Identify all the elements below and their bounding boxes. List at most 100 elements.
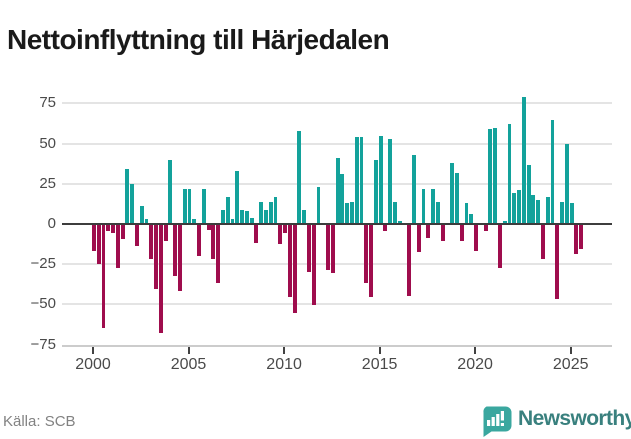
bar-2007-q1 [225, 196, 230, 224]
bar-2017-q4 [431, 188, 436, 224]
bar-2021-q1 [493, 127, 498, 224]
y-tick-label-0: 0 [47, 215, 56, 232]
bar-2021-q3 [502, 220, 507, 224]
bar-2021-q2 [498, 225, 502, 269]
bar-2016-q3 [407, 225, 412, 296]
x-tick-label-2015: 2015 [361, 356, 398, 373]
bar-2003-q2 [154, 225, 158, 290]
bar-2009-q4 [278, 225, 283, 245]
bar-2007-q2 [230, 219, 235, 224]
bar-2023-q1 [531, 195, 536, 224]
bar-2018-q2 [440, 225, 445, 242]
bar-2011-q4 [316, 187, 321, 224]
bar-2003-q1 [149, 225, 154, 259]
bar-2009-q1 [263, 209, 268, 224]
x-tick-2020 [474, 347, 477, 354]
bar-2009-q3 [273, 196, 278, 224]
y-tick-label-75: 75 [39, 94, 56, 112]
bar-2021-q4 [507, 124, 512, 224]
bar-2019-q3 [464, 203, 469, 224]
bar-2006-q4 [220, 209, 225, 224]
bar-2014-q1 [359, 137, 364, 224]
y-tick-label--25: −25 [30, 255, 56, 273]
bar-2015-q1 [378, 135, 383, 224]
bar-2017-q2 [421, 188, 426, 224]
bar-2018-q4 [450, 162, 455, 224]
chart-title: Nettoinflyttning till Härjedalen [7, 23, 390, 55]
gridline--25 [62, 263, 612, 266]
x-tick-label-2025: 2025 [552, 356, 589, 373]
bar-2008-q3 [254, 225, 259, 243]
bar-2000-q4 [106, 225, 111, 232]
bar-2011-q2 [306, 225, 311, 272]
y-tick-label--75: −75 [30, 335, 56, 353]
x-tick-2025 [569, 347, 572, 354]
bar-2013-q2 [345, 203, 350, 224]
bar-2014-q2 [364, 225, 369, 283]
bar-2011-q3 [311, 225, 316, 306]
bar-2024-q4 [564, 143, 569, 224]
bar-2010-q4 [297, 130, 302, 224]
bar-2024-q3 [560, 201, 565, 224]
x-tick-label-2020: 2020 [457, 356, 493, 373]
bar-2022-q3 [521, 97, 526, 224]
gridline--50 [62, 303, 612, 306]
bar-2005-q3 [197, 225, 201, 256]
bar-2012-q4 [335, 158, 340, 224]
bar-2005-q2 [192, 219, 197, 224]
y-tick-label-25: 25 [39, 174, 56, 192]
bar-2024-q2 [555, 225, 560, 299]
bar-2015-q4 [392, 201, 397, 224]
bar-2013-q4 [354, 137, 359, 224]
bar-2017-q1 [416, 225, 421, 253]
bar-2020-q3 [483, 225, 488, 232]
bar-2007-q4 [240, 209, 244, 224]
x-tick-label-2000: 2000 [75, 356, 111, 373]
bar-2012-q2 [326, 225, 330, 270]
bar-2004-q3 [177, 225, 182, 291]
bar-2019-q2 [459, 225, 464, 242]
zero-baseline [62, 223, 612, 225]
bar-2011-q1 [302, 209, 307, 224]
bar-2000-q1 [92, 225, 96, 251]
bar-2007-q3 [235, 170, 240, 224]
bar-2019-q1 [455, 172, 459, 224]
newsworthy-logo-icon [483, 406, 512, 437]
bar-2009-q2 [268, 201, 273, 224]
bar-2004-q1 [168, 159, 173, 224]
bar-2006-q3 [216, 225, 221, 283]
bar-2005-q4 [201, 188, 206, 224]
bar-2025-q1 [569, 203, 574, 224]
bar-2022-q2 [517, 190, 522, 224]
bar-2023-q2 [536, 199, 541, 224]
bar-2018-q1 [435, 201, 440, 224]
bar-2010-q1 [283, 225, 287, 234]
bar-2001-q3 [120, 225, 125, 240]
bar-2013-q1 [340, 174, 345, 224]
bar-2003-q3 [158, 225, 163, 333]
bar-2008-q2 [249, 217, 254, 224]
bar-2017-q3 [426, 225, 431, 238]
bar-2022-q1 [512, 193, 517, 224]
source-label: Källa: SCB [3, 413, 76, 430]
bar-2013-q3 [349, 201, 354, 224]
x-tick-2015 [378, 347, 381, 354]
newsworthy-wordmark: Newsworthy [518, 407, 631, 430]
gridline-75 [62, 102, 612, 105]
x-tick-label-2010: 2010 [266, 356, 302, 373]
bar-2004-q4 [182, 188, 187, 224]
bar-2002-q2 [134, 225, 139, 246]
bar-2020-q4 [488, 129, 493, 224]
bar-2001-q2 [115, 225, 120, 269]
y-tick-label-50: 50 [39, 134, 56, 152]
bar-2002-q4 [144, 219, 149, 224]
bar-2015-q3 [388, 138, 393, 224]
bar-2002-q1 [130, 183, 135, 224]
bar-2001-q4 [125, 169, 130, 224]
bar-2004-q2 [173, 225, 178, 277]
bar-2020-q1 [474, 225, 479, 251]
x-tick-2005 [187, 347, 190, 354]
x-tick-2000 [92, 347, 94, 354]
gridline-50 [62, 142, 612, 145]
